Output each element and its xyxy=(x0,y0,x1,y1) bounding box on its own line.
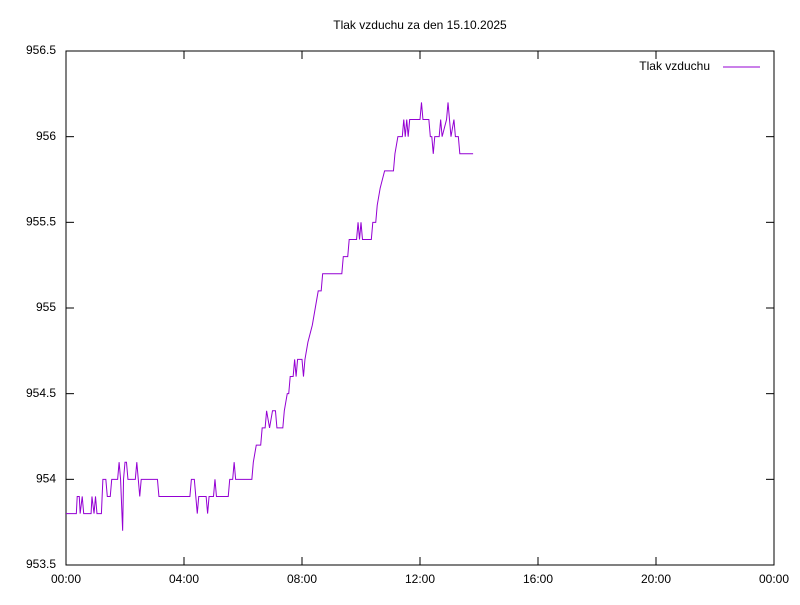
y-tick-label: 956 xyxy=(36,129,56,143)
x-tick-label: 00:00 xyxy=(51,572,81,586)
chart-title: Tlak vzduchu za den 15.10.2025 xyxy=(333,18,507,32)
x-tick-label: 04:00 xyxy=(169,572,199,586)
y-tick-label: 955 xyxy=(36,300,56,314)
y-tick-label: 954.5 xyxy=(26,386,56,400)
x-tick-label: 00:00 xyxy=(759,572,789,586)
x-tick-label: 08:00 xyxy=(287,572,317,586)
y-tick-label: 956.5 xyxy=(26,43,56,57)
y-tick-label: 954 xyxy=(36,472,56,486)
legend-label: Tlak vzduchu xyxy=(639,59,710,73)
y-tick-label: 955.5 xyxy=(26,215,56,229)
x-tick-label: 16:00 xyxy=(523,572,553,586)
x-tick-label: 12:00 xyxy=(405,572,435,586)
data-line xyxy=(66,102,474,531)
y-tick-label: 953.5 xyxy=(26,557,56,571)
x-tick-label: 20:00 xyxy=(641,572,671,586)
